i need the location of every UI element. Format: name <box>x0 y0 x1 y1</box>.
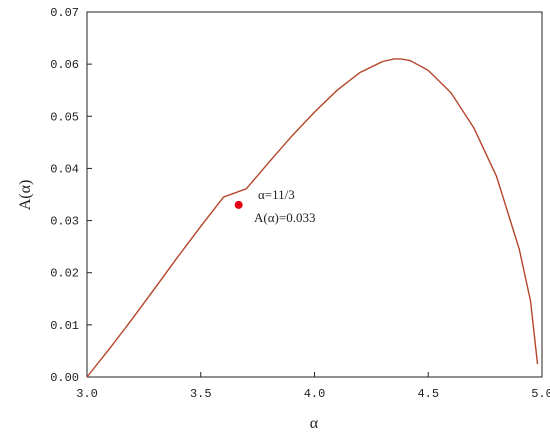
annotation-alpha: α=11/3 <box>258 187 295 202</box>
y-tick-label: 0.01 <box>50 319 79 333</box>
annotation-value: A(α)=0.033 <box>254 210 315 225</box>
x-tick-label: 5.0 <box>531 387 550 401</box>
y-tick-label: 0.02 <box>50 267 79 281</box>
x-tick-label: 4.0 <box>304 387 326 401</box>
plot-frame <box>86 11 543 378</box>
highlight-point <box>234 200 243 209</box>
series-line <box>86 58 539 378</box>
y-tick-label: 0.05 <box>50 110 79 124</box>
y-tick-label: 0.03 <box>50 215 79 229</box>
y-tick-label: 0.04 <box>50 162 79 176</box>
x-tick-label: 3.5 <box>190 387 212 401</box>
y-axis-ticks: 0.00 0.01 0.02 0.03 0.04 0.05 0.06 0.07 <box>50 6 92 385</box>
x-axis-ticks: 3.0 3.5 4.0 4.5 5.0 <box>76 372 550 401</box>
y-tick-label: 0.06 <box>50 58 79 72</box>
y-axis-label: A(α) <box>17 180 34 211</box>
y-tick-label: 0.00 <box>50 371 79 385</box>
x-tick-label: 4.5 <box>417 387 439 401</box>
y-tick-label: 0.07 <box>50 6 79 20</box>
x-axis-label: α <box>310 415 319 432</box>
x-tick-label: 3.0 <box>76 387 98 401</box>
